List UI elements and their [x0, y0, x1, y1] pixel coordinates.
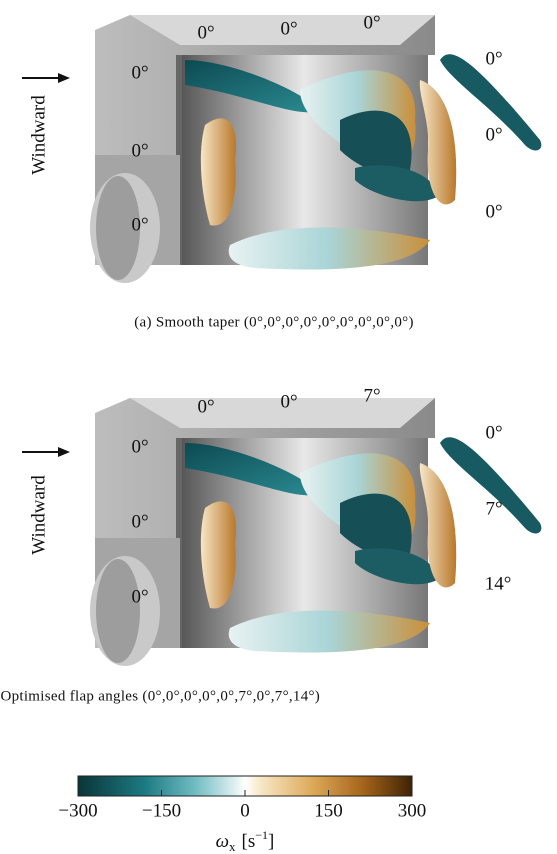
label-symbol: ω [216, 831, 229, 852]
flap-angle: 0° [131, 436, 148, 457]
flap-angle: 0° [280, 391, 297, 412]
flap-angle: 7° [485, 498, 502, 519]
colorbar-tick-label: 0 [240, 800, 250, 821]
vehicle-render [90, 15, 542, 283]
label-exponent: −1 [255, 828, 268, 842]
colorbar-label: ωx [s−1] [216, 828, 275, 854]
colorbar-tick-label: −300 [58, 800, 97, 821]
flap-angle: 0° [131, 511, 148, 532]
wind-arrow-head [58, 447, 70, 457]
label-unit: [s [242, 831, 256, 852]
flap-angle: 0° [131, 214, 148, 235]
flap-angle: 0° [280, 18, 297, 39]
caption: (a) Smooth taper (0°,0°,0°,0°,0°,0°,0°,0… [134, 314, 414, 330]
label-subscript: x [229, 839, 236, 854]
flap-angle: 7° [363, 385, 380, 406]
colorbar-ticks: −300 −150 0 150 300 [58, 790, 426, 821]
flap-angle: 0° [131, 586, 148, 607]
flap-angle: 0° [485, 422, 502, 443]
vehicle-render [90, 398, 542, 666]
flap-angle: 0° [485, 48, 502, 69]
windward-label: Windward [28, 475, 49, 555]
caption: (b) Optimised flap angles (0°,0°,0°,0°,0… [0, 688, 320, 704]
wind-arrow-head [58, 73, 70, 83]
flap-angle: 0° [363, 12, 380, 33]
colorbar-tick-label: 300 [398, 800, 427, 821]
colorbar-tick-label: −150 [142, 800, 181, 821]
windward-label: Windward [28, 95, 49, 175]
flap-angle: 0° [197, 22, 214, 43]
flap-angle: 0° [197, 396, 214, 417]
flap-angle: 0° [485, 124, 502, 145]
colorbar-tick-label: 150 [314, 800, 343, 821]
flap-angle: 0° [131, 140, 148, 161]
label-close: ] [268, 831, 274, 852]
flap-angle: 0° [485, 201, 502, 222]
flap-angle: 0° [131, 62, 148, 83]
flap-angle: 14° [485, 573, 512, 594]
